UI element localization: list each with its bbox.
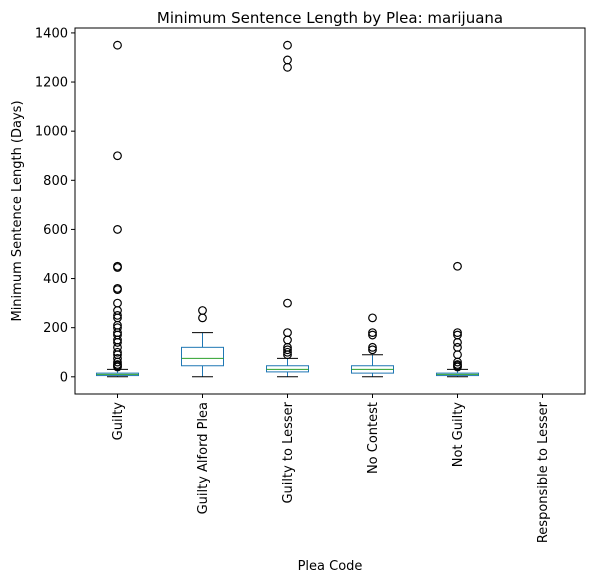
outlier-point [113,357,122,367]
x-tick-label: Responsible to Lesser [536,401,551,543]
outlier-point [113,225,122,234]
outlier-point [283,40,292,50]
outlier-point [113,310,122,320]
outlier-point [113,263,122,272]
x-axis-label: Plea Code [298,559,363,574]
chart-title: Minimum Sentence Length by Plea: marijua… [157,9,503,27]
box-5 [436,261,479,378]
outlier-point [453,362,462,372]
y-axis: 0 200 400 600 800 1000 1200 1400 [35,26,75,385]
outlier-point [368,313,377,323]
outlier-point [113,362,122,372]
outlier-point [453,338,462,347]
iqr-box [181,346,224,367]
x-tick-label: Guilty to Lesser [281,401,296,503]
outlier-point [453,342,462,352]
y-tick-label: 1400 [35,26,68,41]
plot-area [96,40,479,378]
outlier-point [113,40,122,50]
box-2 [181,306,224,378]
outlier-point [283,62,292,72]
outlier-point [113,338,122,347]
outlier-point [198,306,207,315]
y-tick-label: 1200 [35,76,68,91]
outlier-point [368,342,377,352]
outlier-point [113,151,122,161]
box-1 [96,40,139,378]
outlier-point [113,298,122,308]
outlier-point [368,345,377,355]
box-4 [351,313,394,378]
iqr-box [266,365,309,373]
outlier-point [283,55,292,65]
outlier-point [198,313,207,323]
box-3 [266,40,309,378]
outlier-point [283,335,292,345]
y-axis-label: Minimum Sentence Length (Days) [10,100,25,321]
y-tick-label: 400 [43,272,68,287]
y-tick-label: 0 [60,370,68,385]
outlier-point [283,328,292,337]
outlier-point [283,347,292,357]
y-tick-label: 800 [43,174,68,189]
outlier-point [453,261,462,271]
outlier-point [283,350,292,360]
x-tick-label: Not Guilty [451,402,466,468]
y-tick-label: 600 [43,223,68,238]
x-tick-label: No Contest [366,402,381,474]
outlier-point [368,330,377,340]
x-tick-label: Guilty Alford Plea [196,402,211,514]
x-tick-label: Guilty [111,402,126,441]
outlier-point [453,328,462,337]
outlier-point [113,347,122,357]
outlier-point [283,345,292,355]
y-tick-label: 200 [43,321,68,336]
outlier-point [453,357,462,367]
plot-frame [74,27,586,395]
outlier-point [368,328,377,337]
x-axis: Guilty Guilty Alford Plea Guilty to Lesser… [111,394,551,543]
outlier-point [453,350,462,360]
outlier-point [113,285,122,295]
y-tick-label: 1000 [35,125,68,140]
outlier-point [283,298,292,308]
